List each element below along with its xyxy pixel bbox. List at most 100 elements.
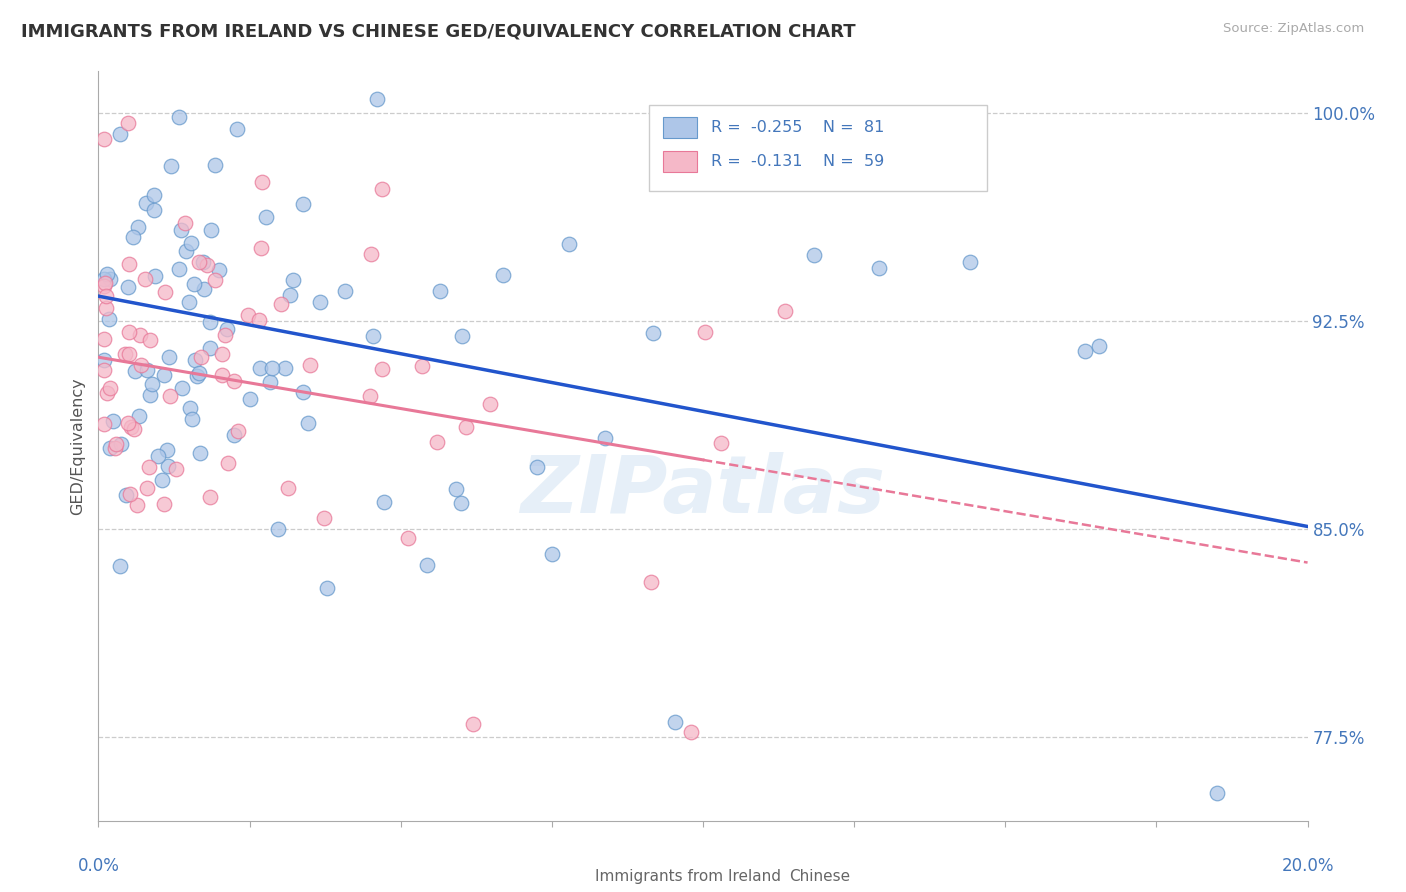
- Point: [200, 222, 222, 236]
- Point: [169, 110, 191, 124]
- Point: [93, 272, 115, 286]
- Point: [153, 368, 176, 383]
- Point: [110, 437, 132, 451]
- Bar: [664, 151, 697, 172]
- Point: [190, 446, 212, 460]
- Point: [426, 435, 449, 450]
- Point: [360, 247, 382, 261]
- Point: [198, 490, 221, 504]
- Point: [267, 523, 290, 537]
- Point: [277, 481, 299, 495]
- Point: [312, 510, 335, 524]
- Point: [446, 482, 468, 496]
- Point: [204, 158, 226, 172]
- Point: [167, 262, 190, 277]
- Point: [153, 285, 176, 299]
- Point: [129, 327, 152, 342]
- Point: [138, 460, 160, 475]
- Point: [959, 254, 981, 268]
- Point: [297, 416, 319, 430]
- Point: [188, 366, 211, 380]
- Point: [128, 409, 150, 423]
- Point: [127, 220, 149, 235]
- Point: [118, 325, 141, 339]
- Point: [150, 473, 173, 487]
- Point: [1206, 786, 1229, 800]
- Point: [540, 547, 562, 561]
- Point: [135, 481, 157, 495]
- Point: [371, 181, 394, 195]
- Point: [454, 420, 477, 434]
- Point: [98, 380, 121, 394]
- Point: [179, 295, 201, 310]
- Point: [236, 309, 259, 323]
- Point: [134, 272, 156, 286]
- Point: [143, 202, 166, 217]
- Point: [120, 487, 142, 501]
- Point: [557, 237, 579, 252]
- Point: [139, 333, 162, 347]
- Point: [416, 558, 439, 572]
- Point: [224, 427, 246, 442]
- Point: [193, 282, 215, 296]
- Point: [114, 347, 136, 361]
- Point: [359, 389, 381, 403]
- Point: [183, 277, 205, 292]
- Point: [153, 497, 176, 511]
- Point: [640, 574, 662, 589]
- Point: [105, 437, 128, 451]
- Point: [214, 328, 236, 343]
- Point: [93, 363, 115, 377]
- Point: [291, 196, 314, 211]
- Text: Immigrants from Ireland: Immigrants from Ireland: [595, 870, 782, 884]
- Point: [396, 531, 419, 545]
- Point: [100, 442, 122, 456]
- Bar: [564, 870, 586, 884]
- Point: [259, 376, 281, 390]
- Point: [98, 272, 121, 286]
- Point: [174, 216, 197, 230]
- Point: [93, 132, 115, 146]
- Point: [1073, 344, 1095, 359]
- FancyBboxPatch shape: [648, 105, 987, 191]
- Point: [141, 376, 163, 391]
- Point: [108, 127, 131, 141]
- Point: [373, 495, 395, 509]
- Point: [200, 341, 222, 355]
- Point: [125, 498, 148, 512]
- Point: [159, 389, 181, 403]
- Point: [157, 459, 180, 474]
- Point: [195, 258, 218, 272]
- Text: R =  -0.255    N =  81: R = -0.255 N = 81: [711, 120, 884, 135]
- Point: [641, 326, 664, 340]
- Point: [135, 195, 157, 210]
- Point: [160, 159, 183, 173]
- Point: [93, 417, 115, 431]
- Point: [366, 92, 388, 106]
- Point: [450, 496, 472, 510]
- Point: [184, 353, 207, 368]
- Point: [254, 210, 277, 224]
- Point: [181, 411, 204, 425]
- Text: R =  -0.131    N =  59: R = -0.131 N = 59: [711, 153, 884, 169]
- Point: [129, 358, 152, 372]
- Point: [103, 441, 125, 455]
- Point: [96, 386, 118, 401]
- Point: [226, 122, 249, 136]
- Point: [124, 364, 146, 378]
- Point: [156, 442, 179, 457]
- Point: [97, 311, 120, 326]
- Point: [94, 301, 117, 315]
- Point: [188, 255, 211, 269]
- Point: [108, 558, 131, 573]
- Point: [274, 361, 297, 376]
- Point: [226, 424, 249, 438]
- Point: [204, 273, 226, 287]
- Text: Source: ZipAtlas.com: Source: ZipAtlas.com: [1223, 22, 1364, 36]
- Point: [94, 276, 117, 290]
- Point: [593, 431, 616, 445]
- Point: [316, 581, 339, 595]
- Point: [492, 268, 515, 282]
- Point: [270, 297, 292, 311]
- Y-axis label: GED/Equivalency: GED/Equivalency: [70, 377, 86, 515]
